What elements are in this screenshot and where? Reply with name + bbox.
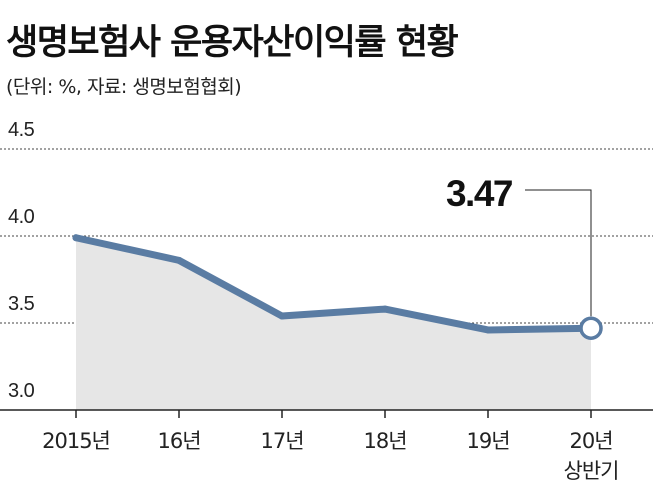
- x-tick-label: 18년: [363, 429, 406, 453]
- chart-subtitle: (단위: %, 자료: 생명보험협회): [6, 76, 242, 98]
- highlight-marker: [579, 316, 603, 340]
- data-point: [175, 256, 183, 264]
- x-tick-label: 상반기: [564, 459, 619, 483]
- area-fill: [76, 237, 591, 410]
- x-tick-label: 19년: [466, 429, 509, 453]
- x-tick-label: 17년: [260, 429, 303, 453]
- chart-title: 생명보험사 운용자산이익률 현황: [6, 23, 459, 63]
- y-tick-label: 4.5: [8, 119, 35, 141]
- data-point: [72, 234, 80, 242]
- data-point: [484, 326, 492, 334]
- y-tick-label: 4.0: [8, 206, 35, 228]
- y-tick-label: 3.0: [8, 380, 35, 402]
- x-tick-label: 16년: [157, 429, 200, 453]
- callout-leader: [525, 189, 592, 317]
- data-point: [381, 305, 389, 313]
- data-point: [278, 312, 286, 320]
- x-tick-label: 2015년: [42, 429, 110, 453]
- series-line: [72, 234, 595, 334]
- callout-value: 3.47: [446, 173, 512, 214]
- x-tick-label: 20년: [569, 429, 612, 453]
- y-tick-label: 3.5: [8, 293, 35, 315]
